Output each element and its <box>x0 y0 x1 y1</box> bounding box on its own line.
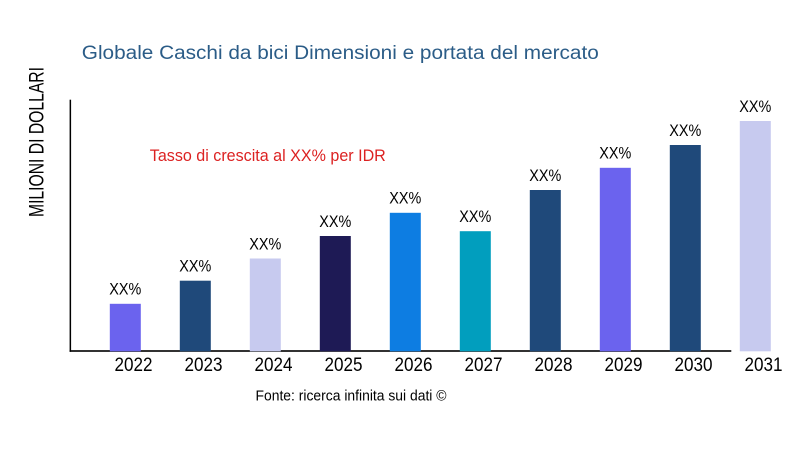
svg-text:2029: 2029 <box>605 355 643 376</box>
svg-text:XX%: XX% <box>599 144 631 163</box>
svg-text:2022: 2022 <box>115 355 153 376</box>
svg-text:XX%: XX% <box>459 207 491 226</box>
svg-text:XX%: XX% <box>179 257 211 276</box>
svg-text:XX%: XX% <box>389 189 421 208</box>
svg-text:XX%: XX% <box>529 166 561 185</box>
svg-text:XX%: XX% <box>109 280 141 299</box>
svg-text:2027: 2027 <box>465 355 503 376</box>
svg-text:Globale Caschi da bici Dimensi: Globale Caschi da bici Dimensioni e port… <box>82 43 599 64</box>
svg-text:XX%: XX% <box>319 212 351 231</box>
svg-text:MILIONI DI DOLLARI: MILIONI DI DOLLARI <box>26 67 49 217</box>
svg-text:2024: 2024 <box>255 355 293 376</box>
svg-text:2031: 2031 <box>745 355 783 376</box>
svg-text:2023: 2023 <box>185 355 223 376</box>
svg-text:Fonte: ricerca infinita sui da: Fonte: ricerca infinita sui dati © <box>256 387 447 404</box>
svg-text:2028: 2028 <box>535 355 573 376</box>
svg-text:2026: 2026 <box>395 355 433 376</box>
svg-text:2025: 2025 <box>325 355 363 376</box>
svg-text:XX%: XX% <box>669 121 701 140</box>
svg-text:2030: 2030 <box>675 355 713 376</box>
svg-text:XX%: XX% <box>249 234 281 253</box>
svg-text:Tasso di crescita al XX% per I: Tasso di crescita al XX% per IDR <box>150 146 386 165</box>
svg-text:XX%: XX% <box>739 97 771 116</box>
